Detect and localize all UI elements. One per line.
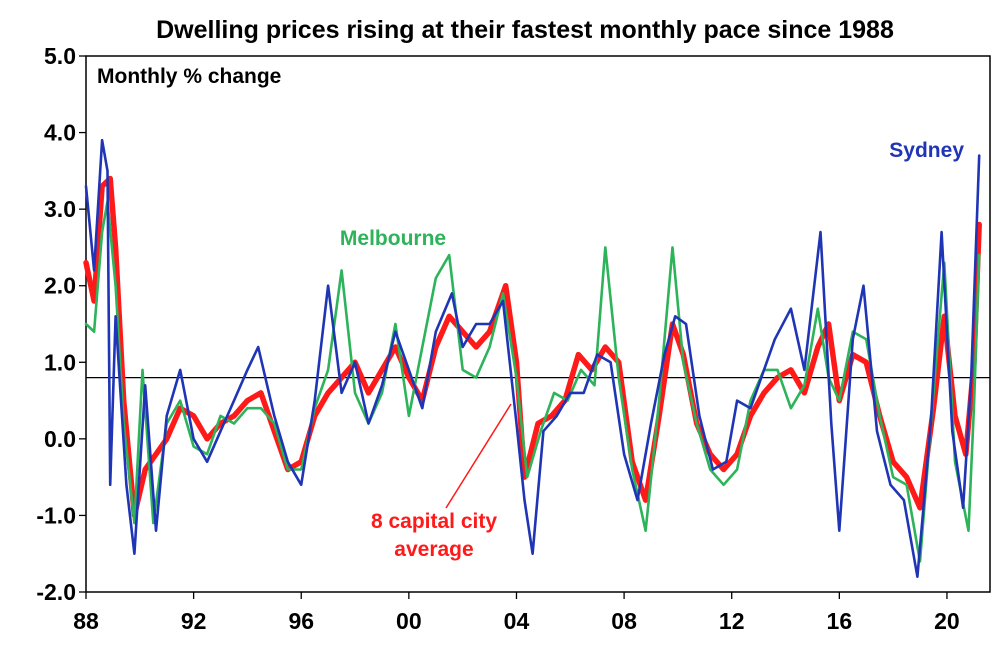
sydney-label: Sydney xyxy=(889,139,964,162)
x-tick-label: 92 xyxy=(181,608,207,634)
series-line-melbourne xyxy=(84,200,981,563)
annotations: Sydney Melbourne 8 capital city average xyxy=(340,139,964,561)
series-layer xyxy=(83,138,982,578)
y-tick-label: -2.0 xyxy=(36,579,76,605)
x-tick-label: 96 xyxy=(288,608,314,634)
x-tick-label: 04 xyxy=(504,608,530,634)
melbourne-label: Melbourne xyxy=(340,227,446,250)
y-tick-label: 2.0 xyxy=(44,273,76,299)
y-tick-label: 5.0 xyxy=(44,43,76,69)
plot-area: Monthly % change xyxy=(85,55,991,593)
y-tick-label: 0.0 xyxy=(44,426,76,452)
y-axis-label: Monthly % change xyxy=(97,65,281,88)
x-ticks: 88 92 96 00 04 08 12 16 20 xyxy=(73,592,960,634)
x-tick-label: 16 xyxy=(827,608,853,634)
plot-frame xyxy=(85,55,991,593)
y-tick-label: 1.0 xyxy=(44,349,76,375)
chart-title: Dwelling prices rising at their fastest … xyxy=(156,16,894,44)
x-tick-label: 20 xyxy=(934,608,960,634)
x-tick-label: 00 xyxy=(396,608,422,634)
x-tick-label: 08 xyxy=(611,608,637,634)
y-ticks: -2.0 -1.0 0.0 1.0 2.0 3.0 4.0 5.0 xyxy=(36,43,86,605)
average-label-line1: 8 capital city xyxy=(371,510,497,533)
x-tick-label: 12 xyxy=(719,608,745,634)
series-line-sydney xyxy=(84,138,981,578)
y-tick-label: 3.0 xyxy=(44,196,76,222)
average-label-line2: average xyxy=(394,538,473,561)
y-tick-label: -1.0 xyxy=(36,502,76,528)
average-pointer-line xyxy=(445,403,512,509)
y-tick-label: 4.0 xyxy=(44,120,76,146)
x-tick-label: 88 xyxy=(73,608,99,634)
